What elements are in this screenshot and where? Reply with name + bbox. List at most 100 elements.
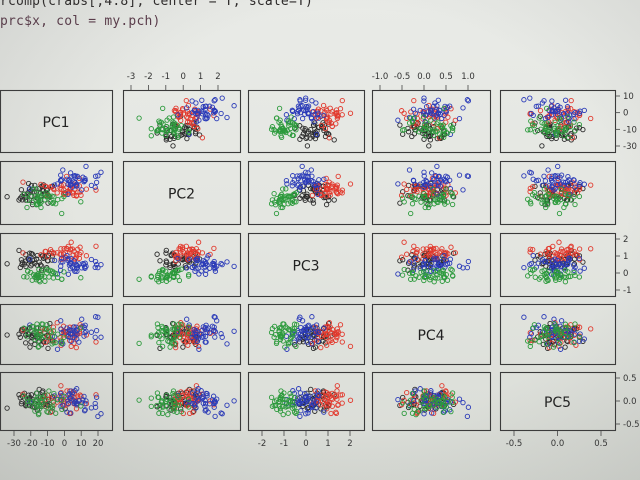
point (434, 128, 440, 134)
point (421, 95, 427, 101)
point (313, 115, 320, 122)
point (311, 333, 317, 340)
point (180, 344, 186, 350)
point (527, 249, 533, 255)
point (57, 177, 64, 183)
point (174, 132, 180, 139)
point (313, 405, 319, 411)
point (399, 400, 406, 406)
point (339, 190, 345, 196)
point (78, 249, 84, 256)
point (543, 341, 550, 347)
point (154, 402, 160, 409)
point (51, 339, 57, 346)
point (423, 405, 429, 411)
point (4, 194, 10, 200)
point (289, 333, 296, 339)
point (566, 182, 572, 188)
point (576, 334, 583, 340)
point (296, 399, 302, 406)
point (530, 252, 536, 259)
point (205, 112, 211, 119)
panel-2-3 (247, 160, 366, 226)
point (202, 339, 208, 345)
point (436, 173, 442, 179)
point (299, 133, 305, 140)
point (541, 186, 548, 192)
point (212, 108, 219, 115)
point (24, 204, 30, 211)
point (562, 279, 569, 285)
point (456, 396, 463, 402)
point (428, 117, 434, 123)
point (193, 100, 199, 106)
point (406, 403, 413, 409)
point (572, 321, 578, 327)
panel-4-1 (0, 303, 114, 366)
point (438, 248, 444, 255)
point (186, 399, 192, 405)
point (562, 179, 569, 186)
point (54, 190, 60, 196)
point (174, 402, 180, 408)
point (322, 181, 329, 188)
point (19, 197, 26, 203)
point (326, 179, 332, 185)
point (273, 340, 280, 347)
point (414, 249, 420, 255)
point (570, 262, 577, 268)
point (44, 408, 50, 415)
panel-1-4 (371, 89, 492, 154)
point (196, 346, 202, 352)
point (321, 409, 327, 415)
point (27, 256, 33, 262)
point (189, 264, 196, 270)
point (421, 388, 428, 394)
point (192, 268, 198, 274)
point (29, 199, 35, 205)
point (160, 267, 166, 274)
point (98, 411, 104, 417)
point (51, 194, 57, 200)
point (136, 340, 142, 347)
point (555, 125, 561, 132)
point (310, 200, 317, 206)
point (410, 398, 417, 404)
point (329, 123, 335, 130)
point (464, 264, 471, 271)
point (437, 262, 444, 268)
point (416, 408, 422, 414)
point (204, 393, 210, 399)
point (44, 266, 50, 272)
point (280, 186, 286, 192)
point (61, 245, 67, 252)
right-tick-label: -1 (623, 286, 631, 296)
point (435, 179, 441, 186)
point (460, 105, 466, 111)
point (199, 327, 205, 334)
point (36, 259, 42, 265)
point (460, 187, 466, 193)
point (558, 246, 565, 252)
point (465, 404, 472, 410)
point (98, 169, 104, 175)
point (46, 334, 52, 340)
point (443, 271, 449, 278)
point (163, 247, 169, 254)
point (318, 402, 324, 408)
point (59, 340, 65, 347)
point (555, 109, 561, 115)
point (180, 131, 186, 137)
point (565, 191, 572, 198)
point (313, 322, 320, 328)
point (185, 115, 191, 121)
point (164, 117, 170, 123)
point (448, 244, 454, 250)
point (556, 340, 563, 347)
point (206, 330, 213, 336)
point (296, 105, 302, 111)
point (413, 411, 419, 418)
point (339, 339, 345, 345)
panel-2-5 (499, 160, 617, 226)
point (527, 343, 533, 350)
